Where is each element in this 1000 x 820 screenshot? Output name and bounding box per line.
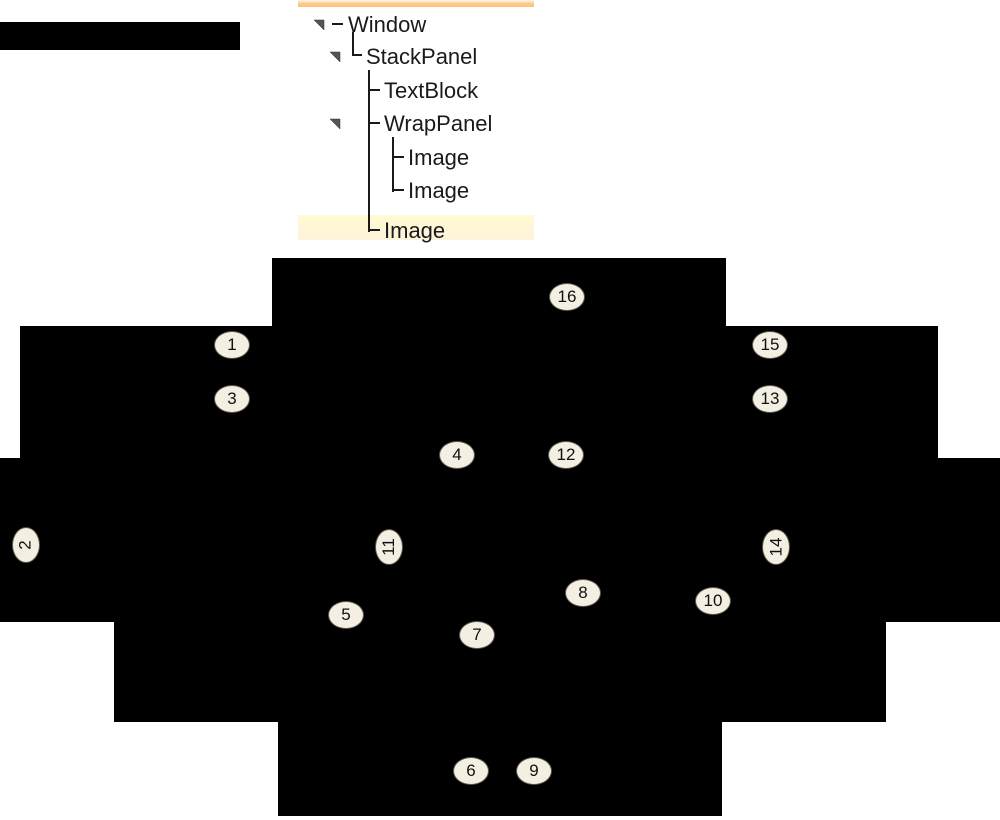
- tree-item[interactable]: StackPanel: [366, 46, 477, 68]
- diagram-stage: { "canvas": { "width": 1000, "height": 8…: [0, 0, 1000, 820]
- z-order-badge-label: 2: [16, 540, 36, 549]
- tree-highlight-top: [298, 0, 534, 7]
- header-bar: [0, 22, 240, 50]
- z-order-badge: 6: [453, 757, 489, 785]
- silhouette-block: [0, 458, 1000, 622]
- z-order-badge-label: 11: [379, 538, 399, 556]
- tree-expander-icon[interactable]: [328, 117, 342, 131]
- z-order-badge: 5: [328, 601, 364, 629]
- tree-item[interactable]: Image: [384, 220, 445, 242]
- tree-item[interactable]: TextBlock: [384, 80, 478, 102]
- tree-connector: [352, 32, 354, 56]
- tree-expander-icon[interactable]: [312, 18, 326, 32]
- z-order-badge: 14: [762, 529, 790, 565]
- tree-expander-icon[interactable]: [328, 50, 342, 64]
- z-order-badge-label: 5: [341, 605, 350, 625]
- tree-item[interactable]: Window: [348, 14, 426, 36]
- tree-item[interactable]: WrapPanel: [384, 113, 492, 135]
- silhouette-block: [114, 622, 886, 722]
- tree-item[interactable]: Image: [408, 180, 469, 202]
- silhouette-block: [20, 326, 938, 458]
- z-order-badge: 3: [214, 385, 250, 413]
- tree-connector: [332, 23, 343, 25]
- z-order-badge-label: 8: [578, 583, 587, 603]
- z-order-badge-label: 14: [766, 538, 786, 557]
- z-order-badge-label: 6: [466, 761, 475, 781]
- z-order-badge-label: 7: [472, 625, 481, 645]
- silhouette-block: [278, 722, 722, 816]
- z-order-badge-label: 4: [452, 445, 461, 465]
- tree-connector: [394, 189, 404, 191]
- z-order-badge: 10: [695, 587, 731, 615]
- z-order-badge: 13: [752, 385, 788, 413]
- z-order-badge: 12: [548, 441, 584, 469]
- tree-connector: [352, 54, 362, 56]
- tree-connector: [370, 122, 380, 124]
- tree-connector: [392, 137, 394, 192]
- tree-connector: [368, 70, 370, 232]
- z-order-badge: 4: [439, 441, 475, 469]
- z-order-badge: 7: [459, 621, 495, 649]
- tree-connector: [370, 229, 380, 231]
- z-order-badge-label: 10: [704, 591, 723, 611]
- tree-connector: [370, 89, 380, 91]
- z-order-badge-label: 16: [558, 287, 577, 307]
- z-order-badge: 2: [12, 527, 40, 563]
- tree-connector: [394, 156, 404, 158]
- z-order-badge: 11: [375, 529, 403, 565]
- z-order-badge-label: 9: [529, 761, 538, 781]
- z-order-badge: 9: [516, 757, 552, 785]
- z-order-badge-label: 15: [761, 335, 780, 355]
- z-order-badge-label: 3: [227, 389, 236, 409]
- z-order-badge-label: 13: [761, 389, 780, 409]
- z-order-badge: 15: [752, 331, 788, 359]
- z-order-badge: 1: [214, 331, 250, 359]
- z-order-badge-label: 12: [557, 445, 576, 465]
- z-order-badge: 8: [565, 579, 601, 607]
- tree-item[interactable]: Image: [408, 147, 469, 169]
- z-order-badge: 16: [549, 283, 585, 311]
- z-order-badge-label: 1: [227, 335, 236, 355]
